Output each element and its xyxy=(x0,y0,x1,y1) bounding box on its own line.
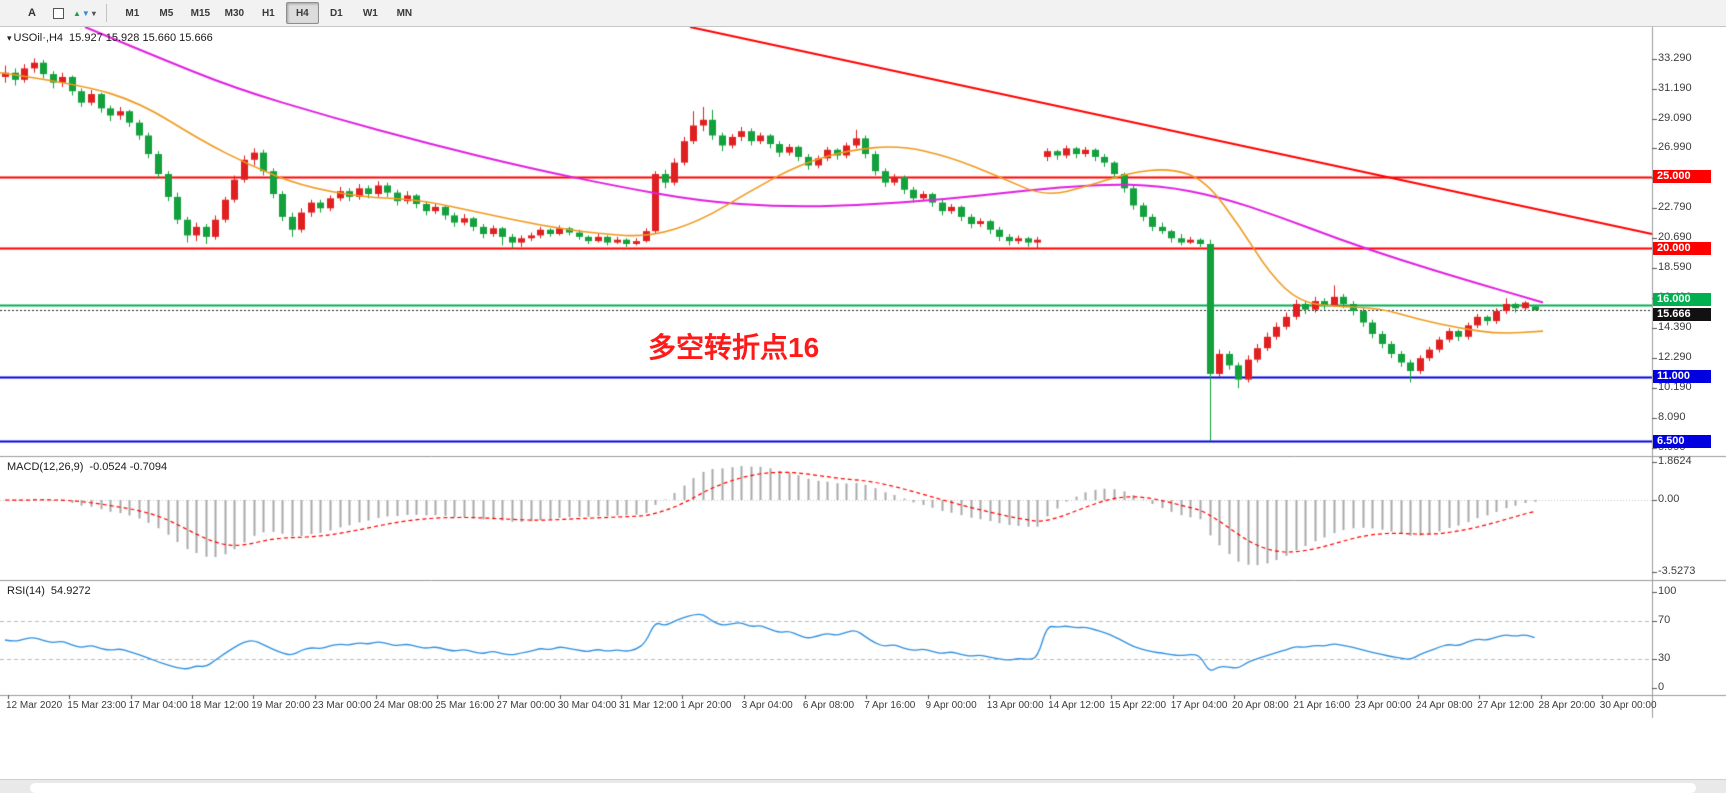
time-axis-label: 30 Apr 00:00 xyxy=(1599,700,1657,711)
price-axis-label: 18.590 xyxy=(1658,261,1692,274)
price-axis-label: 26.990 xyxy=(1658,141,1692,154)
price-axis-label: 29.090 xyxy=(1658,111,1692,124)
timeframe-button-M30[interactable]: M30 xyxy=(224,7,245,19)
rsi-name: RSI(14) xyxy=(7,585,45,597)
time-axis-label: 20 Apr 08:00 xyxy=(1232,700,1289,711)
time-axis-label: 13 Apr 00:00 xyxy=(986,700,1044,711)
timeframe-button-W1[interactable]: W1 xyxy=(362,7,378,19)
price-level-box: 11.000 xyxy=(1653,370,1711,384)
price-axis-label: 12.290 xyxy=(1658,351,1692,364)
price-axis-label: 31.190 xyxy=(1658,81,1692,94)
time-axis-label: 17 Apr 04:00 xyxy=(1170,700,1228,711)
time-axis-label: 15 Apr 22:00 xyxy=(1109,700,1167,711)
timeframe-button-M5[interactable]: M5 xyxy=(159,7,174,19)
time-axis-label: 30 Mar 04:00 xyxy=(557,700,617,711)
rsi-axis-label: 0 xyxy=(1658,681,1665,693)
bottom-panel xyxy=(30,783,1696,793)
chevron-down-icon: ▾ xyxy=(91,8,96,18)
ohlc-values: 15.927 15.928 15.660 15.666 xyxy=(69,32,213,44)
time-axis-label: 23 Mar 00:00 xyxy=(312,700,372,711)
time-axis-label: 17 Mar 04:00 xyxy=(128,700,188,711)
macd-axis-label: 0.00 xyxy=(1658,493,1680,505)
time-axis-label: 21 Apr 16:00 xyxy=(1293,700,1351,711)
status-strip xyxy=(0,779,1726,793)
rsi-axis-label: 70 xyxy=(1658,613,1671,626)
time-axis-label: 14 Apr 12:00 xyxy=(1048,700,1105,711)
time-axis-label: 3 Apr 04:00 xyxy=(741,700,793,711)
symbol-ohlc-label: ▾ USOil·,H4 15.927 15.928 15.660 15.666 xyxy=(7,32,213,44)
time-axis-label: 27 Apr 12:00 xyxy=(1477,700,1534,711)
symbol-name: USOil·,H4 xyxy=(13,32,64,44)
rsi-axis-label: 100 xyxy=(1658,585,1677,597)
last-price-box: 15.666 xyxy=(1653,307,1711,321)
text-tool-label: A xyxy=(28,7,36,19)
rsi-indicator-label: RSI(14) 54.9272 xyxy=(7,585,91,597)
chart-annotation: 多空转折点16 xyxy=(648,332,820,363)
timeframe-button-H4[interactable]: H4 xyxy=(285,2,319,24)
time-axis-label: 31 Mar 12:00 xyxy=(619,700,678,711)
time-axis-label: 25 Mar 16:00 xyxy=(435,700,495,711)
price-level-box: 6.500 xyxy=(1653,434,1711,448)
time-axis-label: 6 Apr 08:00 xyxy=(802,700,855,711)
timeframe-button-MN[interactable]: MN xyxy=(396,7,413,19)
price-axis-label: 20.690 xyxy=(1658,231,1692,244)
toolbar-separator xyxy=(105,4,107,22)
price-level-box: 16.000 xyxy=(1653,292,1711,306)
timeframe-buttons: M1 M5 M15 M30 H1 H4 D1 W1 MN xyxy=(116,2,421,24)
price-axis-label: 14.390 xyxy=(1658,321,1692,334)
time-axis-label: 24 Mar 08:00 xyxy=(373,700,433,711)
macd-name: MACD(12,26,9) xyxy=(7,461,84,473)
time-axis-label: 15 Mar 23:00 xyxy=(67,700,127,711)
time-axis-label: 18 Mar 12:00 xyxy=(189,700,249,711)
chart-caret-icon[interactable]: ▾ xyxy=(7,33,12,43)
timeframe-button-M15[interactable]: M15 xyxy=(190,7,211,19)
shapes-tool-button[interactable] xyxy=(46,2,70,24)
price-axis-label: 10.190 xyxy=(1658,381,1692,394)
text-tool-button[interactable]: A xyxy=(20,2,44,24)
toolbar: A ▲ ▼ ▾ M1 M5 M15 M30 H1 H4 D1 W1 MN xyxy=(0,0,1726,27)
arrows-tool-button[interactable]: ▲ ▼ ▾ xyxy=(72,2,97,24)
macd-indicator-label: MACD(12,26,9) -0.0524 -0.7094 xyxy=(7,461,167,473)
rsi-axis-label: 30 xyxy=(1658,652,1671,665)
time-axis-label: 23 Apr 00:00 xyxy=(1354,700,1412,711)
timeframe-button-M1[interactable]: M1 xyxy=(125,7,140,19)
timeframe-button-D1[interactable]: D1 xyxy=(329,7,343,19)
price-axis-label: 8.090 xyxy=(1658,411,1686,424)
macd-values: -0.0524 -0.7094 xyxy=(89,461,168,473)
time-axis-label: 28 Apr 20:00 xyxy=(1538,700,1596,711)
time-axis-label: 27 Mar 00:00 xyxy=(496,700,556,711)
price-level-box: 25.000 xyxy=(1653,170,1711,184)
macd-axis-label: -3.5273 xyxy=(1658,564,1696,577)
price-level-box: 20.000 xyxy=(1653,241,1711,255)
shape-icon xyxy=(52,7,64,19)
time-axis-label: 19 Mar 20:00 xyxy=(251,700,311,711)
macd-axis-label: 1.8624 xyxy=(1658,455,1692,467)
time-axis-label: 9 Apr 00:00 xyxy=(925,700,977,711)
arrow-down-icon: ▼ xyxy=(81,8,90,18)
rsi-value: 54.9272 xyxy=(50,585,91,597)
arrow-up-icon: ▲ xyxy=(73,8,81,18)
price-axis-label: 22.790 xyxy=(1658,201,1692,214)
timeframe-button-H1[interactable]: H1 xyxy=(261,7,275,19)
time-axis-label: 7 Apr 16:00 xyxy=(864,700,916,711)
time-axis-label: 24 Apr 08:00 xyxy=(1415,700,1473,711)
time-axis-label: 1 Apr 20:00 xyxy=(680,700,732,711)
time-axis-label: 12 Mar 2020 xyxy=(6,700,63,711)
price-axis-label: 33.290 xyxy=(1658,51,1692,64)
